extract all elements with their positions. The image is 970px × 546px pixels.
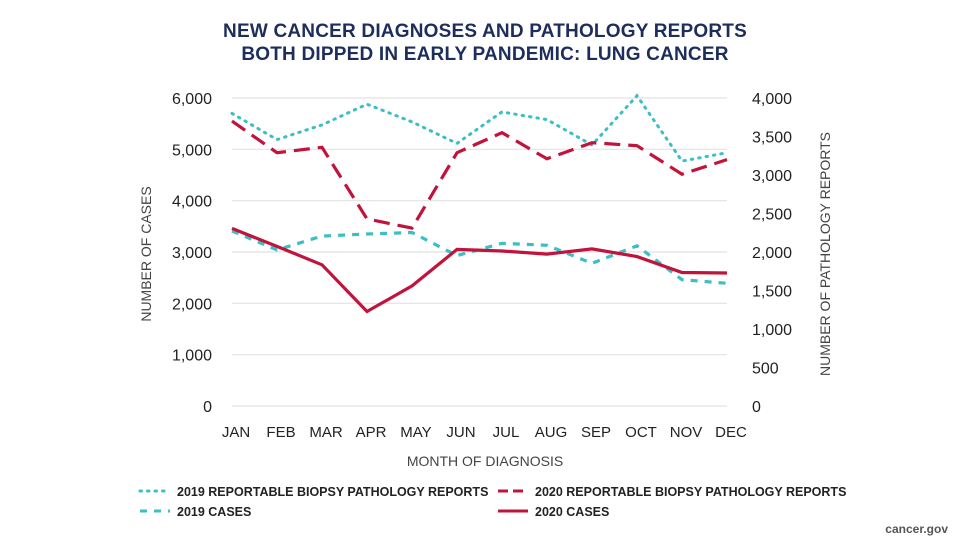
y-right-tick-label: 3,500: [752, 130, 792, 147]
y-left-tick-label: 6,000: [172, 91, 212, 108]
y-right-tick-label: 2,000: [752, 245, 792, 262]
y-right-tick-label: 1,000: [752, 322, 792, 339]
y-left-tick-label: 5,000: [172, 142, 212, 159]
x-tick-label: OCT: [625, 424, 657, 441]
series-line-2019-cases: [231, 229, 728, 285]
x-tick-label: APR: [356, 424, 387, 441]
y-left-tick-label: 0: [203, 399, 212, 416]
series-line-2020-reportable-biopsy-pathology-reports: [231, 119, 728, 230]
y-left-tick-label: 4,000: [172, 194, 212, 211]
x-tick-label: SEP: [581, 424, 611, 441]
y-right-tick-label: 1,500: [752, 284, 792, 301]
chart-title-line2: BOTH DIPPED IN EARLY PANDEMIC: LUNG CANC…: [241, 44, 729, 65]
y-right-tick-label: 500: [752, 361, 779, 378]
x-tick-label: JAN: [222, 424, 250, 441]
y-left-axis-title: NUMBER OF CASES: [138, 186, 154, 321]
y-left-tick-label: 2,000: [172, 296, 212, 313]
series-line-2020-cases: [231, 226, 728, 314]
y-left-tick-label: 1,000: [172, 348, 212, 365]
legend-label: 2020 REPORTABLE BIOPSY PATHOLOGY REPORTS: [535, 485, 846, 499]
y-right-tick-label: 3,000: [752, 168, 792, 185]
y-right-axis-title: NUMBER OF PATHOLOGY REPORTS: [817, 132, 833, 376]
x-tick-label: AUG: [535, 424, 568, 441]
x-axis-title: MONTH OF DIAGNOSIS: [407, 453, 563, 469]
series-line-2019-reportable-biopsy-pathology-reports: [230, 93, 729, 163]
y-left-tick-label: 3,000: [172, 245, 212, 262]
x-tick-label: JUL: [493, 424, 520, 441]
x-tick-label: FEB: [266, 424, 295, 441]
legend-label: 2019 CASES: [177, 505, 251, 519]
x-tick-label: NOV: [670, 424, 703, 441]
legend-label: 2019 REPORTABLE BIOPSY PATHOLOGY REPORTS: [177, 485, 488, 499]
x-tick-label: MAY: [400, 424, 431, 441]
chart-title-line1: NEW CANCER DIAGNOSES AND PATHOLOGY REPOR…: [223, 21, 747, 42]
y-right-tick-label: 2,500: [752, 207, 792, 224]
x-tick-label: DEC: [715, 424, 747, 441]
y-right-tick-label: 4,000: [752, 91, 792, 108]
x-tick-label: MAR: [309, 424, 343, 441]
x-tick-label: JUN: [446, 424, 475, 441]
source-label: cancer.gov: [885, 522, 948, 536]
y-right-tick-label: 0: [752, 399, 761, 416]
legend-label: 2020 CASES: [535, 505, 609, 519]
